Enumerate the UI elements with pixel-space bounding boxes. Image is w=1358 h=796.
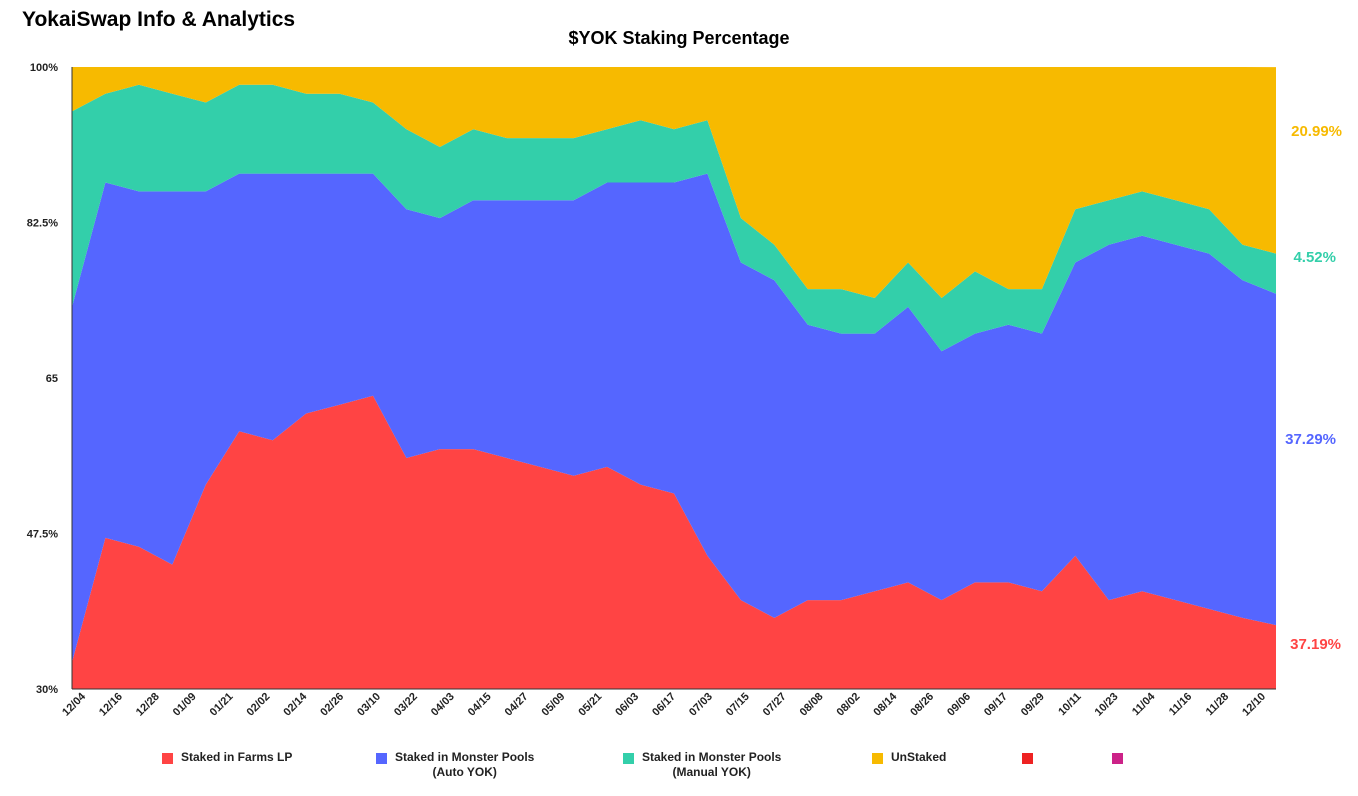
x-tick-label: 05/09	[540, 691, 568, 719]
x-tick-label: 08/02	[835, 691, 863, 719]
y-tick-label: 65	[46, 373, 58, 385]
legend-swatch	[872, 753, 883, 764]
x-tick-label: 03/10	[355, 691, 383, 719]
legend-item-unstaked: UnStaked	[872, 750, 946, 765]
x-tick-label: 06/03	[613, 691, 641, 719]
legend-swatch	[162, 753, 173, 764]
x-tick-label: 09/29	[1019, 691, 1047, 719]
end-label-auto-yok: 37.29%	[1285, 431, 1336, 448]
x-tick-label: 06/17	[650, 691, 678, 719]
x-tick-label: 04/15	[466, 691, 494, 719]
legend-label: Staked in Monster Pools (Auto YOK)	[395, 750, 535, 779]
x-tick-label: 02/26	[318, 691, 346, 719]
legend-swatch	[1022, 753, 1033, 764]
y-tick-label: 82.5%	[27, 218, 58, 230]
x-tick-label: 08/14	[871, 690, 900, 719]
x-tick-label: 12/10	[1240, 691, 1268, 719]
area-series-1	[72, 173, 1276, 663]
legend-swatch	[623, 753, 634, 764]
x-tick-label: 10/11	[1056, 691, 1084, 719]
area-series-3	[72, 67, 1276, 298]
chart-areas	[72, 67, 1276, 689]
x-tick-label: 12/16	[97, 691, 125, 719]
legend-item-extra-2	[1112, 750, 1131, 764]
x-tick-label: 04/27	[503, 691, 531, 719]
end-label-manual-yok: 4.52%	[1293, 249, 1336, 266]
y-tick-label: 30%	[36, 684, 58, 696]
y-tick-labels: 30% 47.5% 65 82.5% 100%	[27, 62, 58, 696]
x-tick-label: 10/23	[1093, 691, 1121, 719]
x-tick-label: 04/03	[429, 691, 457, 719]
x-tick-label: 11/04	[1130, 690, 1158, 718]
legend-item-farms-lp: Staked in Farms LP	[162, 750, 292, 765]
x-tick-label: 05/21	[576, 691, 604, 719]
staking-area-chart: 30% 47.5% 65 82.5% 100% 12/04 12/16 12/28 01/09…	[27, 62, 1276, 719]
x-tick-label: 03/22	[392, 691, 420, 719]
x-tick-label: 08/08	[798, 691, 826, 719]
end-label-unstaked: 20.99%	[1291, 123, 1342, 140]
x-tick-label: 11/16	[1167, 691, 1195, 719]
x-tick-labels: 12/04 12/16 12/28 01/09 01/21 02/02 02/14 02/26…	[60, 690, 1268, 719]
area-series-0	[72, 395, 1276, 689]
chart-axes	[71, 67, 1276, 690]
chart-title: $YOK Staking Percentage	[568, 28, 790, 48]
y-tick-label: 100%	[30, 62, 58, 74]
legend-swatch	[376, 753, 387, 764]
x-tick-label: 12/28	[134, 691, 162, 719]
x-tick-label: 07/27	[761, 691, 789, 719]
x-tick-label: 02/02	[245, 691, 273, 719]
x-tick-label: 07/15	[724, 691, 752, 719]
x-tick-label: 01/21	[208, 691, 236, 719]
x-tick-label: 09/06	[945, 691, 973, 719]
legend-label: Staked in Farms LP	[181, 750, 293, 764]
x-tick-label: 02/14	[281, 690, 310, 719]
legend-item-extra-1	[1022, 750, 1041, 764]
x-tick-label: 01/09	[171, 691, 199, 719]
end-label-farms-lp: 37.19%	[1290, 636, 1341, 653]
legend-label: UnStaked	[891, 750, 947, 764]
app-title: YokaiSwap Info & Analytics	[22, 8, 296, 31]
x-tick-label: 07/03	[687, 691, 715, 719]
legend-label: Staked in Monster Pools (Manual YOK)	[642, 750, 782, 779]
x-tick-label: 08/26	[908, 691, 936, 719]
x-tick-label: 12/04	[60, 690, 89, 719]
x-tick-label: 09/17	[982, 691, 1010, 719]
y-tick-label: 47.5%	[27, 529, 58, 541]
chart-legend: Staked in Farms LP Staked in Monster Poo…	[0, 750, 1358, 790]
legend-swatch	[1112, 753, 1123, 764]
legend-item-manual-yok: Staked in Monster Pools (Manual YOK)	[623, 750, 781, 780]
area-series-2	[72, 84, 1276, 352]
x-tick-label: 11/28	[1204, 691, 1232, 719]
legend-item-auto-yok: Staked in Monster Pools (Auto YOK)	[376, 750, 534, 780]
